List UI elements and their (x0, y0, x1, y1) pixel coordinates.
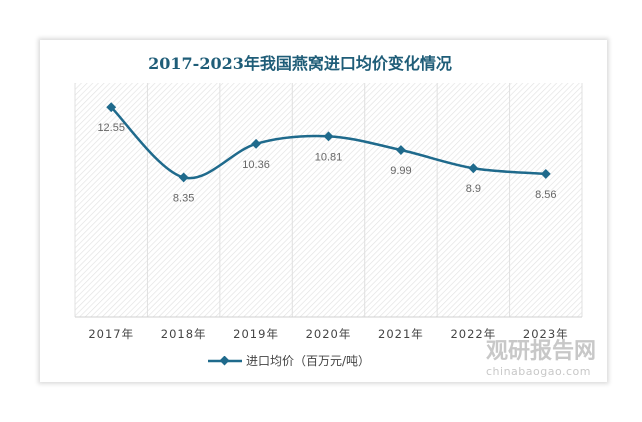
data-label: 8.56 (535, 189, 556, 201)
data-point (178, 172, 189, 183)
data-point (323, 131, 334, 142)
x-tick-label: 2021年 (378, 327, 424, 341)
legend-label: 进口均价（百万元/吨） (246, 354, 371, 368)
legend-marker-icon (208, 355, 242, 365)
x-tick-label: 2018年 (161, 327, 207, 341)
data-point (106, 102, 117, 113)
data-label: 10.81 (315, 151, 343, 163)
data-label: 12.55 (97, 122, 125, 134)
data-point (251, 138, 262, 149)
x-tick-label: 2020年 (306, 327, 352, 341)
data-point (395, 145, 406, 155)
watermark-logo: 观研报告网 chinabaogao.com (486, 339, 597, 378)
x-tick-label: 2019年 (233, 327, 279, 341)
data-label: 10.36 (242, 159, 270, 171)
legend: 进口均价（百万元/吨） (208, 352, 370, 369)
x-tick-label: 2023年 (523, 327, 569, 341)
data-point (540, 168, 551, 179)
data-point (468, 163, 479, 174)
data-label: 9.99 (390, 165, 411, 177)
data-label: 8.9 (466, 183, 481, 195)
chart-title: 2017-2023年我国燕窝进口均价变化情况 (148, 54, 452, 73)
plot-area (75, 83, 582, 317)
x-tick-label: 2017年 (88, 327, 134, 341)
data-label: 8.35 (173, 192, 194, 204)
x-tick-label: 2022年 (450, 327, 496, 341)
